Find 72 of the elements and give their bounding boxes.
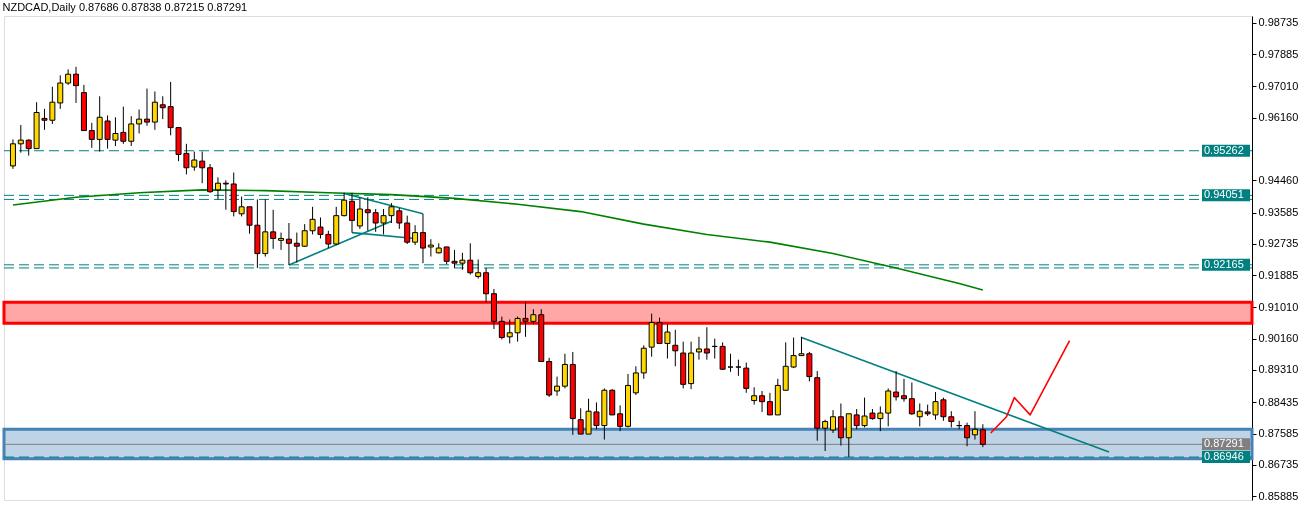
- candlestick: [554, 376, 561, 397]
- candlestick: [143, 88, 150, 127]
- candlestick: [207, 163, 214, 194]
- candlestick: [73, 66, 80, 104]
- candlestick: [908, 382, 915, 416]
- y-tick-label: 0.98735: [1258, 16, 1299, 29]
- y-tick-label: 0.85885: [1258, 489, 1299, 502]
- candlestick: [412, 224, 419, 246]
- candlestick: [498, 316, 505, 340]
- y-tick-label: 0.91010: [1258, 300, 1299, 313]
- candlestick: [9, 138, 16, 170]
- candlestick: [214, 176, 221, 200]
- candlestick: [837, 402, 844, 446]
- ref-line-label: 0.92165: [1204, 257, 1244, 270]
- y-tick-label: 0.97885: [1258, 47, 1299, 60]
- candlestick: [88, 122, 95, 149]
- line-series: [12, 189, 984, 291]
- candlestick: [830, 409, 837, 434]
- candlestick: [964, 422, 971, 447]
- candlestick: [979, 423, 986, 448]
- candlestick: [822, 419, 829, 452]
- candlestick: [128, 115, 135, 147]
- ref-line-label: 0.95262: [1204, 143, 1244, 156]
- candlestick: [703, 326, 710, 361]
- candlestick: [427, 238, 434, 258]
- y-tick-label: 0.91885: [1258, 268, 1299, 281]
- candlestick: [270, 209, 277, 250]
- candlestick: [695, 336, 702, 361]
- candlestick: [151, 91, 158, 131]
- ref-line-label: 0.86946: [1204, 450, 1244, 463]
- ref-line-label: 0.87291: [1204, 437, 1244, 450]
- candlestick: [419, 213, 426, 264]
- candlestick: [727, 353, 734, 373]
- y-tick-label: 0.88435: [1258, 395, 1299, 408]
- candlestick: [885, 387, 892, 427]
- candlestick: [893, 370, 900, 402]
- candlestick: [900, 378, 907, 403]
- y-tick-label: 0.97010: [1258, 79, 1299, 92]
- candlestick: [475, 258, 482, 280]
- candlestick: [136, 109, 143, 134]
- y-tick-label: 0.90160: [1258, 332, 1299, 345]
- candlestick: [278, 232, 285, 251]
- candlestick: [617, 404, 624, 432]
- y-tick-label: 0.94460: [1258, 173, 1299, 186]
- candlestick: [845, 413, 852, 458]
- candlestick: [759, 390, 766, 413]
- chart-title: NZDCAD,Daily 0.87686 0.87838 0.87215 0.87291: [2, 1, 248, 13]
- candlestick: [222, 179, 229, 211]
- candlestick: [632, 365, 639, 396]
- candlestick: [364, 196, 371, 232]
- candlestick: [17, 124, 24, 154]
- candlestick: [766, 392, 773, 416]
- candlestick: [672, 329, 679, 367]
- candlestick: [293, 232, 300, 263]
- y-tick-label: 0.87585: [1258, 427, 1299, 440]
- y-tick-label: 0.96160: [1258, 111, 1299, 124]
- candlestick: [743, 362, 750, 394]
- candlestick: [483, 267, 490, 303]
- candlestick: [719, 341, 726, 371]
- y-tick-label: 0.92735: [1258, 237, 1299, 250]
- candlestick: [349, 192, 356, 234]
- y-tick-label: 0.89310: [1258, 363, 1299, 376]
- candlestick: [285, 222, 292, 266]
- candlestick: [404, 215, 411, 245]
- candlestick: [561, 353, 568, 389]
- y-tick-label: 0.86735: [1258, 458, 1299, 471]
- line-series: [989, 339, 1071, 434]
- y-tick-label: 0.93585: [1258, 206, 1299, 219]
- candlestick: [971, 410, 978, 441]
- candlestick: [199, 151, 206, 184]
- candlestick: [356, 196, 363, 230]
- ref-line-label: 0.94051: [1204, 188, 1244, 201]
